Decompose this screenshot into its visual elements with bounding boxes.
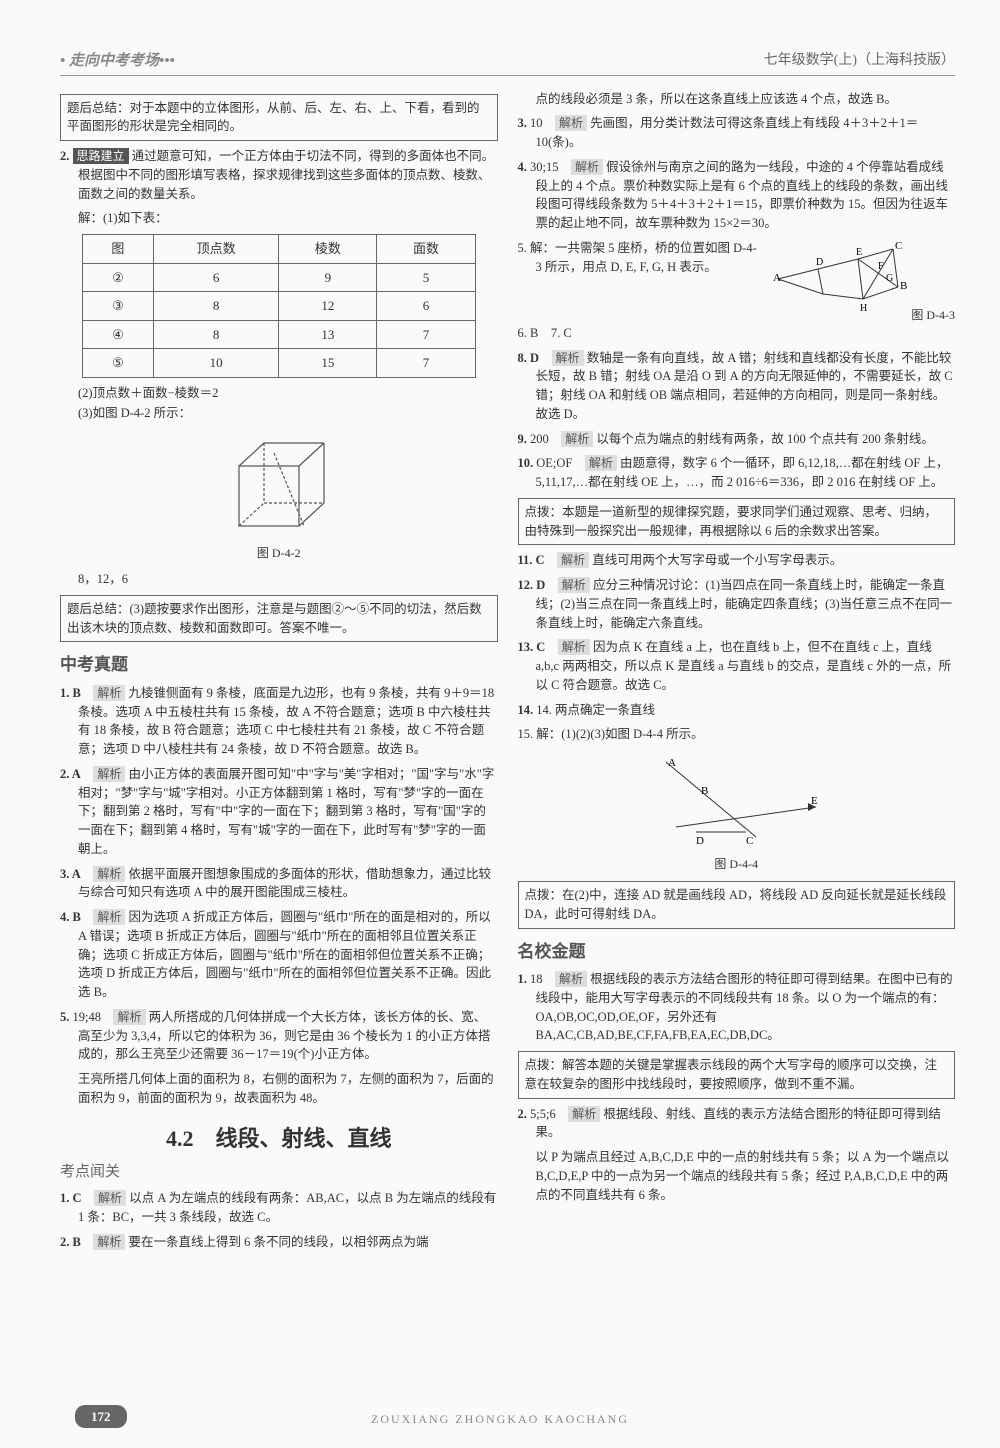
svg-text:F: F xyxy=(878,261,884,272)
svg-text:G: G xyxy=(886,273,893,284)
content-columns: 题后总结：对于本题中的立体图形，从前、后、左、右、上、下看，看到的平面图形的形状… xyxy=(60,88,955,1258)
jiexi-label: 解析 xyxy=(555,971,587,987)
kaodian-q1: 1. C 解析 以点 A 为左端点的线段有两条：AB,AC，以点 B 为左端点的… xyxy=(60,1189,498,1227)
r-q8: 8. D 解析 数轴是一条有向直线，故 A 错；射线和直线都没有长度，不能比较长… xyxy=(518,349,956,424)
footer-pinyin: ZOUXIANG ZHONGKAO KAOCHANG xyxy=(371,1410,629,1428)
fig-intro: (3)如图 D-4-2 所示： xyxy=(60,404,498,423)
r-q13: 13. C 解析 因为点 K 在直线 a 上，也在直线 b 上，但不在直线 c … xyxy=(518,638,956,694)
left-column: 题后总结：对于本题中的立体图形，从前、后、左、右、上、下看，看到的平面图形的形状… xyxy=(60,88,498,1258)
jiexi-label: 解析 xyxy=(568,1106,600,1122)
kaodian-title: 考点闻关 xyxy=(60,1161,498,1184)
jiexi-label: 解析 xyxy=(557,552,589,568)
r-q4: 4. 30;15 解析 假设徐州与南京之间的路为一线段，中途的 4 个停靠站看成… xyxy=(518,158,956,233)
tip-box-3: 点拨：解答本题的关键是掌握表示线段的两个大写字母的顺序可以交换，注意在较复杂的图… xyxy=(518,1051,956,1099)
fig-d43-caption: 图 D-4-3 xyxy=(911,308,955,322)
jiexi-label: 解析 xyxy=(93,766,125,782)
header-left: 走向中考考场••• xyxy=(60,50,175,73)
jiexi-label: 解析 xyxy=(94,1190,126,1206)
problem-2: 2. 思路建立 通过题意可知，一个正方体由于切法不同，得到的多面体也不同。根据图… xyxy=(60,147,498,203)
zhenti-q4: 4. B 解析 因为选项 A 折成正方体后，圆圈与"纸巾"所在的面是相对的，所以… xyxy=(60,908,498,1002)
figure-d43: A C B D E F G H 图 D-4-3 xyxy=(768,239,955,324)
header-right: 七年级数学(上)（上海科技版） xyxy=(764,50,955,73)
jiexi-label: 解析 xyxy=(558,577,590,593)
jiexi-label: 解析 xyxy=(113,1009,145,1025)
jiexi-label: 解析 xyxy=(585,455,617,471)
zhenti-q5: 5. 19;48 解析 两人所搭成的几何体拼成一个大长方体，该长方体的长、宽、高… xyxy=(60,1008,498,1064)
tip-box-1: 点拨：本题是一道新型的规律探究题，要求同学们通过观察、思考、归纳，由特殊到一般探… xyxy=(518,498,956,546)
zhenti-q3: 3. A 解析 依据平面展开图想象围成的多面体的形状，借助想象力，通过比较与综合… xyxy=(60,865,498,903)
zhenti-q1: 1. B 解析 1. B 解析 九棱锥侧面有 9 条棱，底面是九边形，也有 9 … xyxy=(60,684,498,759)
lines-diagram-icon: A B D C E xyxy=(646,752,826,852)
jiexi-label: 解析 xyxy=(555,115,587,131)
table-row: ④8137 xyxy=(82,320,475,349)
jiexi-label: 解析 xyxy=(93,909,125,925)
tip-box-2: 点拨：在(2)中，连接 AD 就是画线段 AD，将线段 AD 反向延长就是延长线… xyxy=(518,881,956,929)
jiexi-label: 解析 xyxy=(93,866,125,882)
jiexi-label: 解析 xyxy=(93,1234,125,1250)
svg-text:B: B xyxy=(900,280,907,292)
bridge-graph-icon: A C B D E F G H xyxy=(768,239,908,319)
svg-text:C: C xyxy=(746,835,753,847)
svg-text:H: H xyxy=(860,303,867,314)
section-4-2-title: 4.2 线段、射线、直线 xyxy=(60,1122,498,1155)
svg-text:D: D xyxy=(816,257,823,268)
page-header: 走向中考考场••• 七年级数学(上)（上海科技版） xyxy=(60,50,955,76)
table-row: ②695 xyxy=(82,263,475,292)
formula-line: (2)顶点数＋面数−棱数＝2 xyxy=(60,384,498,403)
r-q9: 9. 200 解析 以每个点为端点的射线有两条，故 100 个点共有 200 条… xyxy=(518,430,956,449)
svg-text:A: A xyxy=(773,272,781,284)
zhenti-q2: 2. A 解析 由小正方体的表面展开图可知"中"字与"美"字相对；"国"字与"水… xyxy=(60,765,498,859)
q2-num: 2. xyxy=(60,149,69,163)
cont-text: 点的线段必须是 3 条，所以在这条直线上应该选 4 个点，故选 B。 xyxy=(518,90,956,109)
cube-cut-icon xyxy=(204,431,354,541)
r-q14: 14. 14. 两点确定一条直线 xyxy=(518,701,956,720)
svg-text:E: E xyxy=(856,247,862,258)
th-0: 图 xyxy=(82,235,153,264)
table-header-row: 图 顶点数 棱数 面数 xyxy=(82,235,475,264)
m-q1: 1. 18 解析 根据线段的表示方法结合图形的特征即可得到结果。在图中已有的线段… xyxy=(518,970,956,1045)
vertex-table: 图 顶点数 棱数 面数 ②695 ③8126 ④8137 ⑤10157 xyxy=(82,234,476,378)
figure-d44: A B D C E 图 D-4-4 xyxy=(518,752,956,873)
svg-text:D: D xyxy=(696,835,704,847)
r-q10: 10. OE;OF 解析 由题意得，数字 6 个一循环，即 6,12,18,…都… xyxy=(518,454,956,492)
table-row: ⑤10157 xyxy=(82,349,475,378)
jiexi-label: 解析 xyxy=(93,685,125,701)
th-3: 面数 xyxy=(377,235,475,264)
jiexi-label: 解析 xyxy=(571,159,603,175)
figure-d42: 图 D-4-2 xyxy=(60,431,498,562)
svg-text:B: B xyxy=(701,785,708,797)
th-1: 顶点数 xyxy=(153,235,278,264)
solve-intro: 解：(1)如下表： xyxy=(60,209,498,228)
table-row: ③8126 xyxy=(82,292,475,321)
svg-text:C: C xyxy=(895,240,902,252)
page-number: 172 xyxy=(75,1405,127,1429)
q2-text: 通过题意可知，一个正方体由于切法不同，得到的多面体也不同。根据图中不同的图形填写… xyxy=(78,149,494,201)
strategy-label: 思路建立 xyxy=(73,148,129,164)
summary-box-2: 题后总结：(3)题按要求作出图形，注意是与题图②～⑤不同的切法，然后数出该木块的… xyxy=(60,595,498,643)
fig-d42-caption: 图 D-4-2 xyxy=(257,546,301,560)
r-q67: 6. B 7. C xyxy=(518,324,956,343)
jiexi-label: 解析 xyxy=(561,431,593,447)
zhenti-title: 中考真题 xyxy=(60,652,498,678)
svg-text:A: A xyxy=(668,757,676,769)
jiexi-label: 解析 xyxy=(552,350,584,366)
right-column: 点的线段必须是 3 条，所以在这条直线上应该选 4 个点，故选 B。 3. 10… xyxy=(518,88,956,1258)
r-q11: 11. C 解析 直线可用两个大写字母或一个小写字母表示。 xyxy=(518,551,956,570)
zhenti-q5b: 王亮所搭几何体上面的面积为 8，右侧的面积为 7，左侧的面积为 7，后面的面积为… xyxy=(60,1070,498,1108)
result-nums: 8，12，6 xyxy=(60,570,498,589)
th-2: 棱数 xyxy=(279,235,377,264)
kaodian-q2: 2. B 解析 要在一条直线上得到 6 条不同的线段，以相邻两点为端 xyxy=(60,1233,498,1252)
summary-box-1: 题后总结：对于本题中的立体图形，从前、后、左、右、上、下看，看到的平面图形的形状… xyxy=(60,94,498,142)
r-q12: 12. D 解析 应分三种情况讨论：(1)当四点在同一条直线上时，能确定一条直线… xyxy=(518,576,956,632)
m-q2b: 以 P 为端点且经过 A,B,C,D,E 中的一点的射线共有 5 条；以 A 为… xyxy=(518,1148,956,1204)
mingxiao-title: 名校金题 xyxy=(518,939,956,965)
r-q3: 3. 10 解析 先画图，用分类计数法可得这条直线上有线段 4＋3＋2＋1＝10… xyxy=(518,114,956,152)
fig-d44-caption: 图 D-4-4 xyxy=(714,857,758,871)
r-q15: 15. 解：(1)(2)(3)如图 D-4-4 所示。 xyxy=(518,725,956,744)
jiexi-label: 解析 xyxy=(558,639,590,655)
m-q2: 2. 5;5;6 解析 根据线段、射线、直线的表示方法结合图形的特征即可得到结果… xyxy=(518,1105,956,1143)
